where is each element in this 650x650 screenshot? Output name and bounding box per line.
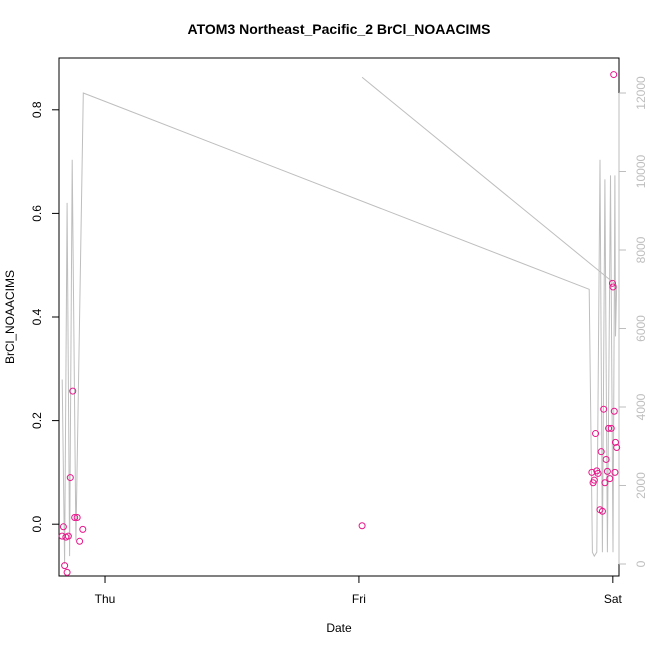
data-point xyxy=(66,474,74,482)
data-point xyxy=(602,455,610,463)
data-point xyxy=(71,513,79,521)
data-point xyxy=(610,71,618,79)
data-point xyxy=(592,430,600,438)
data-point xyxy=(594,469,602,477)
data-point xyxy=(611,468,619,476)
y-right-tick-label: 2000 xyxy=(634,472,648,499)
axes: Thu Fri Sat 0.0 0.2 0.4 0.6 0.8 0 2000 4000 6000 800… xyxy=(30,76,648,606)
y-left-tick-label: 0.6 xyxy=(30,205,44,222)
y-left-tick-label: 0.2 xyxy=(30,412,44,429)
x-tick-label: Sat xyxy=(604,592,623,606)
y-axis-label: BrCl_NOAACIMS xyxy=(3,270,17,364)
data-point xyxy=(63,568,71,576)
data-point xyxy=(59,523,67,531)
y-left-tick-label: 0.4 xyxy=(30,308,44,325)
data-point xyxy=(603,467,611,475)
y-right-tick-label: 8000 xyxy=(634,236,648,263)
x-tick-label: Fri xyxy=(352,592,366,606)
x-axis-label: Date xyxy=(326,621,352,635)
y-left-tick-label: 0.0 xyxy=(30,516,44,533)
y-left-tick-label: 0.8 xyxy=(30,101,44,118)
data-point xyxy=(601,479,609,487)
y-right-tick-label: 4000 xyxy=(634,393,648,420)
data-point xyxy=(607,424,615,432)
points-layer xyxy=(58,71,621,576)
data-point xyxy=(597,448,605,456)
data-point xyxy=(64,532,72,540)
data-point xyxy=(611,438,619,446)
altitude-line xyxy=(61,76,618,565)
data-point xyxy=(606,475,614,483)
altitude-line-layer xyxy=(61,76,618,565)
data-point xyxy=(61,562,69,570)
data-point xyxy=(598,507,606,515)
y-right-tick-label: 0 xyxy=(634,560,648,567)
data-point xyxy=(79,525,87,533)
chart-title: ATOM3 Northeast_Pacific_2 BrCl_NOAACIMS xyxy=(188,21,491,37)
plot-frame xyxy=(58,57,620,577)
data-point xyxy=(76,537,84,545)
data-point xyxy=(600,405,608,413)
data-point xyxy=(73,513,81,521)
y-right-tick-label: 12000 xyxy=(634,76,648,110)
y-right-tick-label: 6000 xyxy=(634,315,648,342)
y-right-tick-label: 10000 xyxy=(634,154,648,188)
data-point xyxy=(610,407,618,415)
data-point xyxy=(613,444,621,452)
data-point xyxy=(590,476,598,484)
data-point xyxy=(608,279,616,287)
data-point xyxy=(605,424,613,432)
data-point xyxy=(358,522,366,530)
data-point xyxy=(609,283,617,291)
data-point xyxy=(69,387,77,395)
x-tick-label: Thu xyxy=(95,592,116,606)
